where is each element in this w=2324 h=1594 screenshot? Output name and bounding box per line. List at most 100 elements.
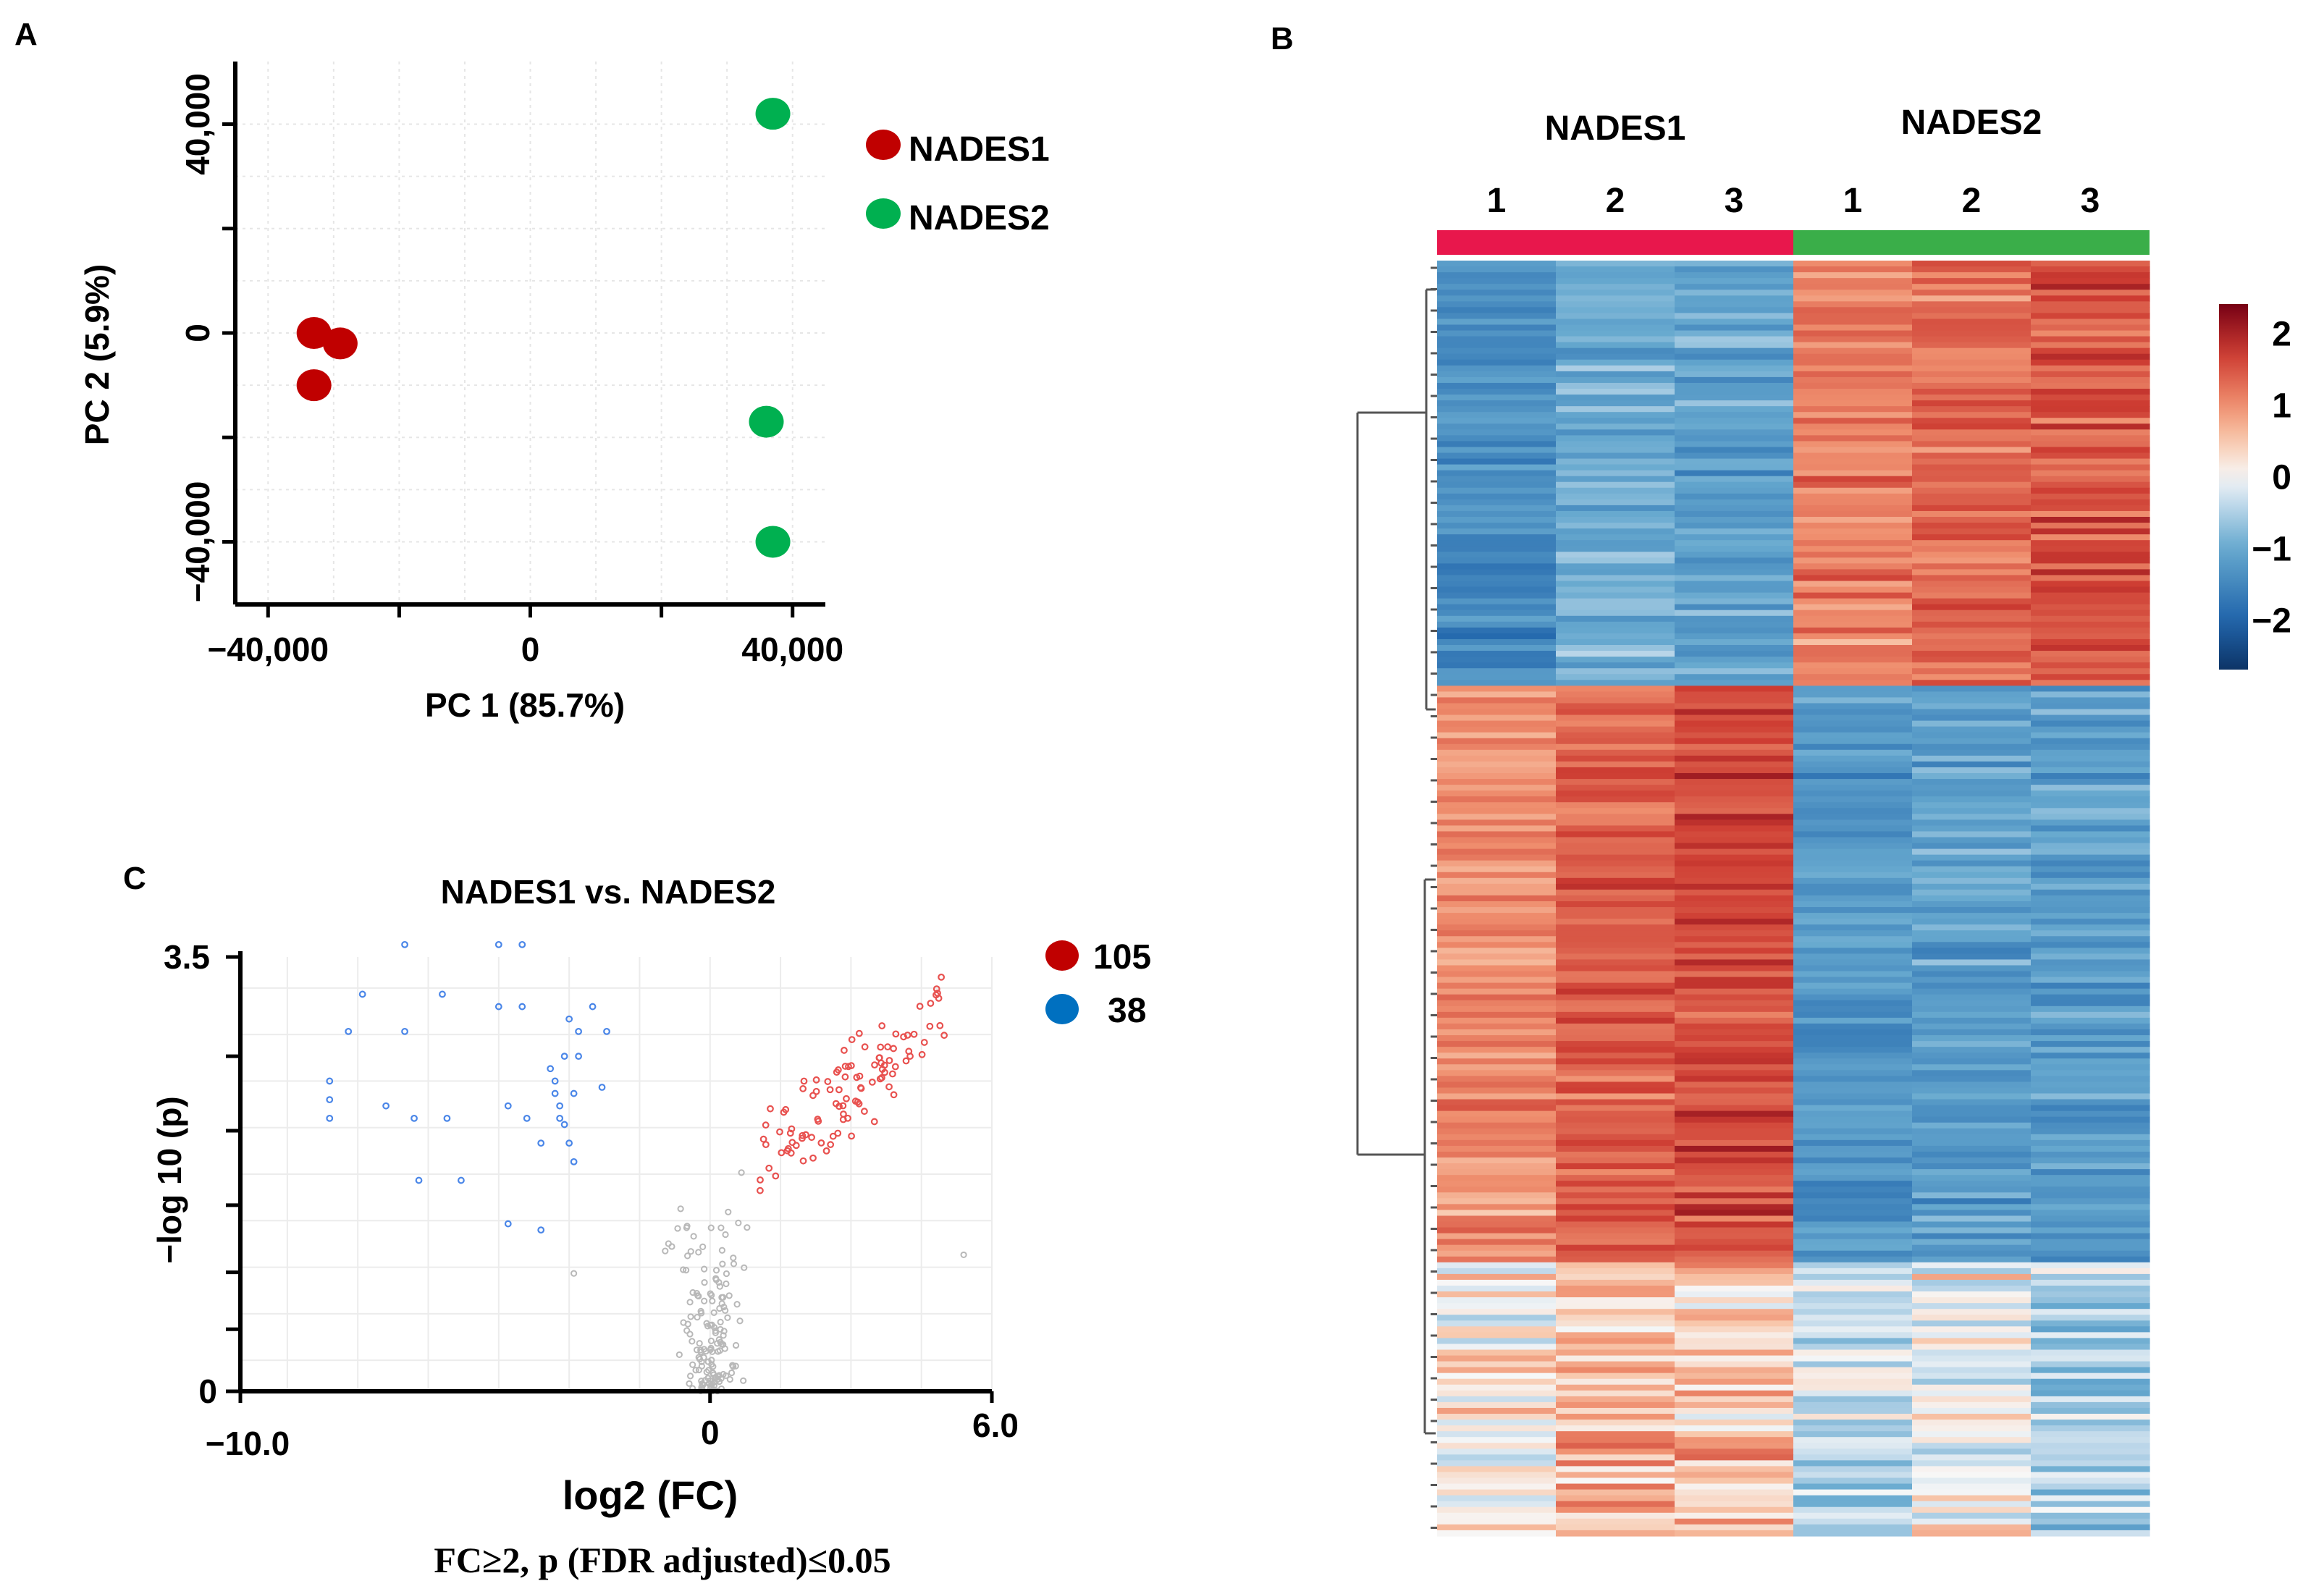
heatmap-cell xyxy=(1793,342,1913,349)
heatmap-cell xyxy=(1793,266,1913,273)
heatmap-cell xyxy=(1793,779,1913,785)
heatmap-cell xyxy=(2031,1181,2150,1187)
heatmap-cell xyxy=(2031,493,2150,500)
heatmap-cell xyxy=(1912,319,2032,326)
heatmap-cell xyxy=(1912,977,2032,984)
heatmap-cell xyxy=(1793,546,1913,552)
heatmap-cell xyxy=(2031,1244,2150,1252)
heatmap-cell xyxy=(1437,400,1557,407)
heatmap-cell xyxy=(1912,1198,2032,1205)
heatmap-cell xyxy=(1437,621,1557,628)
heatmap-cell xyxy=(1912,365,2032,372)
heatmap-cell xyxy=(1556,505,1675,512)
volcano-point-ns xyxy=(733,1301,741,1308)
volcano-point-up xyxy=(778,1149,786,1157)
heatmap-cell xyxy=(1437,1524,1557,1531)
heatmap-cell xyxy=(2031,429,2150,436)
volcano-point-down xyxy=(345,1027,353,1035)
heatmap-cell xyxy=(1556,930,1675,937)
heatmap-cell xyxy=(1675,785,1794,791)
heatmap-cell xyxy=(2031,487,2150,494)
volcano-point-ns xyxy=(717,1224,725,1231)
heatmap-cell xyxy=(1437,1035,1557,1042)
heatmap-cell xyxy=(1912,1116,2032,1123)
heatmap-cell xyxy=(1556,1029,1675,1036)
heatmap-cell xyxy=(2031,860,2150,867)
heatmap-cell xyxy=(1793,1396,1913,1403)
heatmap-cell xyxy=(1793,278,1913,284)
heatmap-cell xyxy=(1912,872,2032,879)
heatmap-cell xyxy=(2031,743,2150,751)
heatmap-cell xyxy=(1675,883,1794,890)
volcano-point-ns xyxy=(683,1252,691,1260)
volcano-point-ns xyxy=(698,1362,705,1370)
volcano-point-up xyxy=(906,1053,914,1060)
heatmap-cell xyxy=(1437,487,1557,494)
volcano-point-up xyxy=(916,1003,924,1011)
heatmap-cell xyxy=(1675,307,1794,314)
heatmap-cell xyxy=(1912,1005,2032,1013)
heatmap-cell xyxy=(1793,627,1913,634)
heatmap-cell xyxy=(2031,1011,2150,1019)
heatmap-cell xyxy=(1912,1477,2032,1485)
heatmap-cell xyxy=(2031,552,2150,558)
heatmap-cell xyxy=(1556,261,1675,267)
volcano-point-down xyxy=(326,1096,334,1104)
heatmap-cell xyxy=(1912,464,2032,471)
heatmap-cell xyxy=(1556,773,1675,780)
heatmap-cell xyxy=(1793,668,1913,675)
heatmap-cell xyxy=(1793,802,1913,809)
heatmap-cell xyxy=(2031,1420,2150,1426)
heatmap-cell xyxy=(2031,1407,2150,1414)
heatmap-cell xyxy=(2031,662,2150,669)
volcano-point-ns xyxy=(704,1358,712,1365)
volcano-point-ns xyxy=(686,1299,694,1306)
heatmap-cell xyxy=(1437,261,1557,267)
heatmap-cell xyxy=(1556,924,1675,931)
heatmap-cell xyxy=(1793,371,1913,378)
heatmap-cell xyxy=(1912,767,2032,774)
heatmap-cell xyxy=(1437,376,1557,384)
heatmap-cell xyxy=(1912,819,2032,827)
colorbar-tick-label: 0 xyxy=(2272,459,2291,497)
heatmap-cell xyxy=(1793,423,1913,430)
heatmap-cell xyxy=(2031,919,2150,925)
heatmap-cell xyxy=(2031,1239,2150,1246)
heatmap-cell xyxy=(2031,284,2150,290)
heatmap-cell xyxy=(1556,598,1675,605)
heatmap-cell xyxy=(1912,1250,2032,1257)
heatmap-cell xyxy=(1675,1297,1794,1304)
heatmap-cell xyxy=(1437,825,1557,832)
heatmap-cell xyxy=(2031,1524,2150,1531)
heatmap-cell xyxy=(2031,1175,2150,1181)
heatmap-cell xyxy=(1556,395,1675,401)
heatmap-cell xyxy=(1793,1099,1913,1106)
heatmap-cell xyxy=(1675,1291,1794,1298)
heatmap-cell xyxy=(1793,1309,1913,1315)
heatmap-cell xyxy=(1912,592,2032,599)
heatmap-cell xyxy=(1675,1390,1794,1397)
heatmap-cell xyxy=(1556,948,1675,955)
heatmap-cell xyxy=(1793,814,1913,820)
volcano-point-ns xyxy=(674,1225,681,1232)
heatmap-cell xyxy=(1556,307,1675,314)
heatmap-cell xyxy=(1437,860,1557,867)
heatmap-cell xyxy=(2031,1396,2150,1403)
volcano-point-up xyxy=(885,1057,893,1064)
heatmap-cell xyxy=(1675,1181,1794,1187)
heatmap-column-label: 3 xyxy=(2081,182,2100,220)
heatmap-cell xyxy=(1793,1244,1913,1252)
heatmap-cell xyxy=(1556,755,1675,762)
heatmap-cell xyxy=(1437,638,1557,646)
heatmap-cell xyxy=(1793,540,1913,547)
heatmap-cell xyxy=(1675,523,1794,529)
heatmap-cell xyxy=(1793,872,1913,879)
heatmap-cell xyxy=(2031,610,2150,617)
volcano-point-up xyxy=(780,1108,788,1116)
heatmap-cell xyxy=(1556,1332,1675,1339)
heatmap-cell xyxy=(1912,930,2032,937)
volcano-point-up xyxy=(877,1043,885,1051)
heatmap-cell xyxy=(1556,1227,1675,1234)
heatmap-cell xyxy=(2031,1501,2150,1508)
heatmap-cell xyxy=(1793,324,1913,332)
